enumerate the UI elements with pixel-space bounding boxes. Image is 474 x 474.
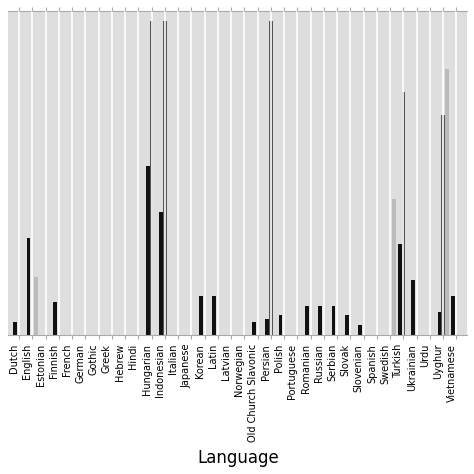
Bar — [150, 21, 154, 335]
Bar — [265, 319, 269, 335]
Bar — [199, 296, 203, 335]
Bar — [159, 212, 163, 335]
Bar — [398, 244, 401, 335]
Bar — [411, 280, 415, 335]
Bar — [279, 315, 283, 335]
Bar — [146, 166, 150, 335]
Bar — [401, 92, 405, 335]
X-axis label: Language: Language — [197, 449, 279, 467]
Bar — [358, 325, 362, 335]
Bar — [34, 276, 38, 335]
Bar — [445, 69, 449, 335]
Bar — [441, 115, 445, 335]
Bar — [345, 315, 348, 335]
Bar — [305, 306, 309, 335]
Bar — [27, 238, 30, 335]
Bar — [212, 296, 216, 335]
Bar — [53, 302, 57, 335]
Bar — [392, 199, 396, 335]
Bar — [438, 312, 441, 335]
Bar — [319, 306, 322, 335]
Bar — [269, 21, 273, 335]
Bar — [332, 306, 335, 335]
Bar — [13, 322, 17, 335]
Bar — [252, 322, 256, 335]
Bar — [451, 296, 455, 335]
Bar — [163, 21, 167, 335]
